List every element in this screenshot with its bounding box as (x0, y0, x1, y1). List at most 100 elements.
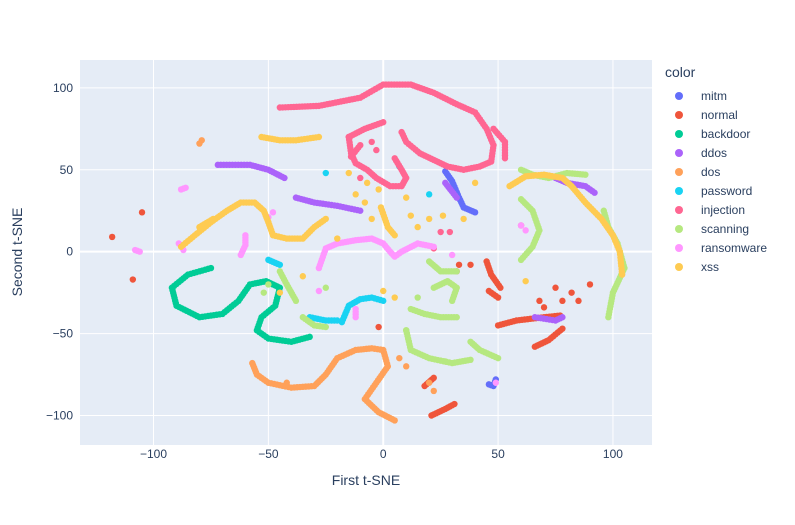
legend-label: injection (701, 202, 746, 217)
data-point (292, 297, 300, 305)
legend-item-ddos[interactable]: ddos (665, 143, 790, 162)
data-point (575, 297, 582, 305)
legend-swatch (675, 186, 683, 195)
legend-swatch (675, 243, 683, 252)
data-point (497, 284, 504, 291)
legend-label: backdoor (701, 126, 751, 141)
data-point (368, 215, 375, 223)
data-point (315, 287, 323, 295)
data-point (352, 191, 359, 198)
legend-item-xss[interactable]: xss (665, 257, 790, 276)
legend-item-ransomware[interactable]: ransomware (665, 238, 790, 257)
data-point (334, 235, 341, 242)
data-point (322, 323, 329, 331)
data-point (430, 374, 437, 382)
data-point (380, 287, 387, 295)
data-point (368, 138, 375, 146)
data-point (492, 379, 499, 386)
legend-label: xss (701, 259, 719, 274)
legend-swatch (675, 129, 683, 138)
data-point (451, 400, 458, 408)
legend-label: mitm (701, 88, 727, 103)
data-point (380, 119, 387, 126)
legend-label: ransomware (701, 240, 768, 255)
data-point (439, 212, 447, 219)
x-axis-label: First t-SNE (332, 472, 400, 488)
data-point (136, 248, 143, 255)
data-point (129, 276, 137, 283)
data-point (618, 271, 626, 278)
legend-swatch (675, 110, 683, 119)
data-point (361, 199, 369, 206)
legend-item-backdoor[interactable]: backdoor (665, 124, 790, 143)
legend-label: scanning (701, 221, 750, 236)
legend-item-normal[interactable]: normal (665, 105, 790, 124)
data-point (357, 207, 364, 214)
data-point (517, 222, 525, 229)
data-point (568, 289, 575, 296)
data-point (460, 215, 467, 223)
legend: color mitm normal backdoor ddos dos password i… (665, 64, 790, 276)
data-point (559, 325, 566, 332)
data-point (522, 227, 529, 234)
data-point (357, 141, 364, 149)
data-point (276, 261, 284, 268)
data-point (237, 251, 245, 259)
series-normal (108, 209, 594, 419)
series-ransomware (131, 184, 529, 386)
data-point (455, 261, 463, 268)
data-point (425, 379, 433, 386)
legend-item-injection[interactable]: injection (665, 200, 790, 219)
series-xss (177, 133, 626, 301)
legend-item-mitm[interactable]: mitm (665, 86, 790, 105)
series-dos (196, 137, 437, 424)
data-point (334, 317, 341, 324)
data-point (391, 155, 398, 162)
data-point (442, 358, 449, 365)
data-point (269, 209, 277, 216)
data-point (485, 381, 493, 388)
data-point (448, 251, 456, 259)
legend-swatch (675, 91, 683, 100)
data-point (260, 289, 267, 296)
data-point (471, 209, 479, 216)
data-point (414, 223, 421, 231)
data-point (425, 215, 433, 223)
data-point (281, 174, 288, 182)
series-password (265, 163, 433, 326)
data-point (494, 294, 502, 301)
legend-item-dos[interactable]: dos (665, 162, 790, 181)
legend-label: password (701, 183, 753, 198)
legend-title: color (665, 64, 696, 80)
data-point (403, 194, 410, 201)
data-point (501, 155, 509, 162)
data-point (391, 417, 398, 424)
data-point (352, 314, 359, 321)
series-injection (276, 81, 525, 275)
data-point (437, 228, 444, 236)
data-point (552, 284, 559, 291)
data-point (322, 284, 329, 291)
data-point (315, 133, 323, 141)
data-point (396, 354, 403, 362)
y-axis-label: Second t-SNE (9, 208, 25, 297)
data-point (403, 363, 410, 370)
data-point (605, 314, 612, 321)
x-tick-label: 0 (380, 447, 387, 461)
y-tick-label: 0 (66, 245, 73, 259)
data-point (391, 232, 398, 239)
data-point (196, 140, 203, 147)
legend-item-password[interactable]: password (665, 181, 790, 200)
data-point (591, 189, 598, 196)
data-point (380, 297, 387, 305)
y-tick-label: 50 (60, 163, 74, 177)
legend-item-scanning[interactable]: scanning (665, 219, 790, 238)
data-point (306, 333, 313, 341)
data-point (322, 215, 329, 223)
data-point (453, 268, 460, 275)
data-point (373, 146, 380, 154)
data-point (182, 184, 189, 191)
data-point (403, 327, 410, 334)
data-point (398, 128, 405, 136)
